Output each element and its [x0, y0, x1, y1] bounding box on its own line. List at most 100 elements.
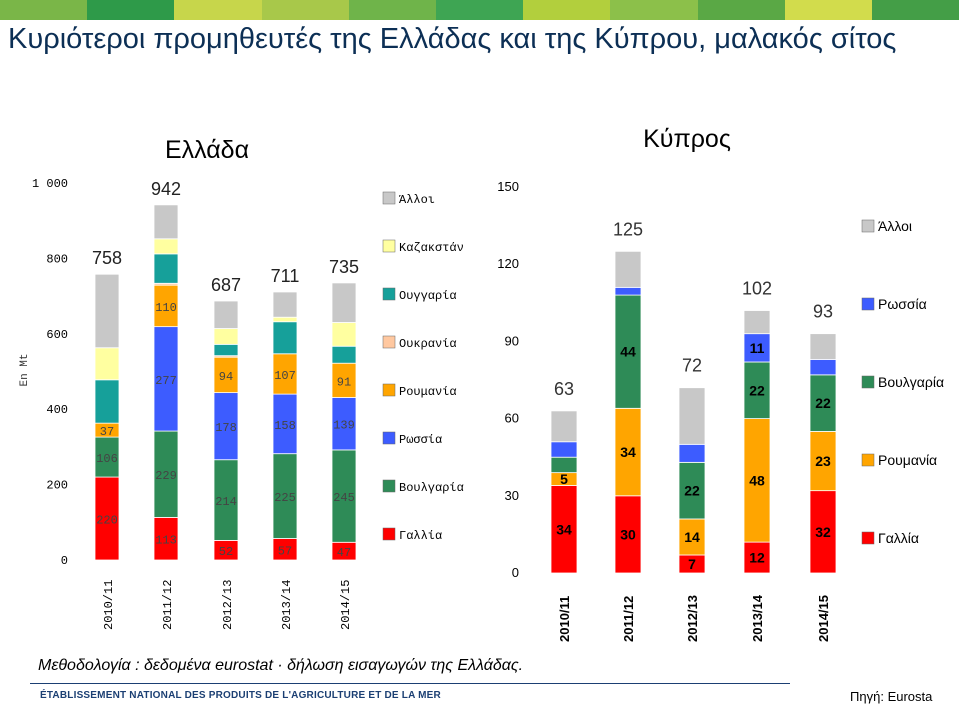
data-label: 5 [560, 471, 568, 487]
strip-segment [87, 0, 176, 20]
legend-label: Ρωσσία [399, 433, 442, 447]
bar-segment [743, 310, 771, 335]
data-label: 158 [274, 419, 296, 433]
strip-segment [610, 0, 699, 20]
bar-segment [153, 516, 179, 561]
bar-segment [94, 273, 120, 349]
category-label: 2010/11 [102, 580, 116, 630]
data-label: 34 [620, 444, 636, 460]
legend-swatch [861, 297, 875, 311]
bar-total-label: 711 [271, 266, 300, 286]
legend-swatch [382, 287, 396, 301]
strip-segment [0, 0, 89, 20]
bar-total-label: 63 [554, 379, 574, 399]
y-tick-label: 150 [497, 179, 519, 194]
legend-label: Βουλγαρία [878, 374, 944, 390]
bar-segment [272, 321, 298, 355]
bar-segment [94, 476, 120, 561]
data-label: 32 [815, 524, 831, 540]
data-label: 34 [556, 521, 572, 537]
data-label: 178 [215, 421, 237, 435]
legend-swatch [861, 453, 875, 467]
bar-total-label: 758 [92, 248, 122, 268]
bar-total-label: 93 [813, 302, 833, 322]
y-tick-label: 800 [46, 252, 68, 266]
legend-swatch [382, 479, 396, 493]
data-label: 94 [219, 370, 233, 384]
data-label: 23 [815, 453, 831, 469]
data-label: 11 [750, 340, 765, 356]
category-label: 2013/14 [280, 580, 294, 630]
category-label: 2013/14 [750, 594, 765, 642]
data-label: 110 [155, 301, 177, 315]
bar-segment [272, 353, 298, 395]
legend-swatch [382, 239, 396, 253]
data-label: 107 [274, 369, 296, 383]
strip-segment [174, 0, 263, 20]
bar-segment [614, 495, 642, 574]
y-tick-label: 0 [61, 554, 68, 568]
legend-label: Ρουμανία [399, 385, 457, 399]
data-label: 12 [749, 550, 765, 566]
category-label: 2011/12 [621, 596, 636, 642]
bar-segment [678, 387, 706, 445]
bar-segment [331, 362, 357, 398]
legend-swatch [382, 335, 396, 349]
data-label: 47 [337, 546, 351, 560]
legend-label: Βουλγαρία [399, 481, 464, 495]
bar-segment [94, 379, 120, 424]
bar-segment [614, 286, 642, 296]
page-title: Κυριότεροι προμηθευτές της Ελλάδας και τ… [8, 23, 897, 55]
legend-swatch [382, 191, 396, 205]
bar-segment [272, 291, 298, 318]
bar-segment [272, 393, 298, 455]
bar-segment [614, 250, 642, 288]
bar-segment [213, 459, 239, 541]
data-label: 57 [278, 544, 292, 558]
legend-label: Άλλοι [399, 193, 435, 207]
bar-segment [678, 461, 706, 520]
legend-swatch [861, 375, 875, 389]
bar-segment [272, 316, 298, 323]
legend-swatch [382, 383, 396, 397]
legend-swatch [861, 531, 875, 545]
bar-total-label: 687 [211, 275, 241, 295]
category-label: 2014/15 [816, 595, 831, 642]
y-tick-label: 400 [46, 403, 68, 417]
category-label: 2014/15 [339, 580, 353, 630]
bar-segment [213, 300, 239, 329]
legend-label: Ουκρανία [399, 337, 457, 351]
y-tick-label: 600 [46, 328, 68, 342]
y-tick-label: 200 [46, 479, 68, 493]
decorative-top-strip [0, 0, 959, 20]
data-label: 229 [155, 469, 177, 483]
bar-segment [331, 345, 357, 364]
data-label: 139 [333, 419, 355, 433]
data-label: 52 [219, 545, 233, 559]
data-label: 277 [155, 374, 177, 388]
category-label: 2012/13 [685, 595, 700, 642]
legend-label: Γαλλία [878, 530, 919, 546]
legend-swatch [861, 219, 875, 233]
category-label: 2010/11 [557, 596, 572, 642]
strip-segment [261, 0, 350, 20]
bar-segment [809, 431, 837, 492]
data-label: 113 [155, 534, 177, 548]
bar-segment [153, 253, 179, 284]
bar-segment [153, 430, 179, 518]
legend-label: Άλλοι [878, 218, 912, 234]
bar-segment [213, 343, 239, 357]
bar-segment [94, 436, 120, 478]
organization-name: ÉTABLISSEMENT NATIONAL DES PRODUITS DE L… [40, 690, 441, 701]
y-tick-label: 0 [512, 565, 519, 580]
bar-segment [272, 453, 298, 539]
legend-label: Ρωσσία [878, 296, 927, 312]
bar-segment [94, 347, 120, 381]
y-tick-label: 90 [505, 333, 519, 348]
bar-segment [213, 356, 239, 394]
y-tick-label: 1 000 [32, 177, 68, 191]
data-label: 225 [274, 491, 296, 505]
data-label: 37 [100, 425, 114, 439]
bar-segment [550, 410, 578, 443]
data-label: 106 [96, 452, 118, 466]
